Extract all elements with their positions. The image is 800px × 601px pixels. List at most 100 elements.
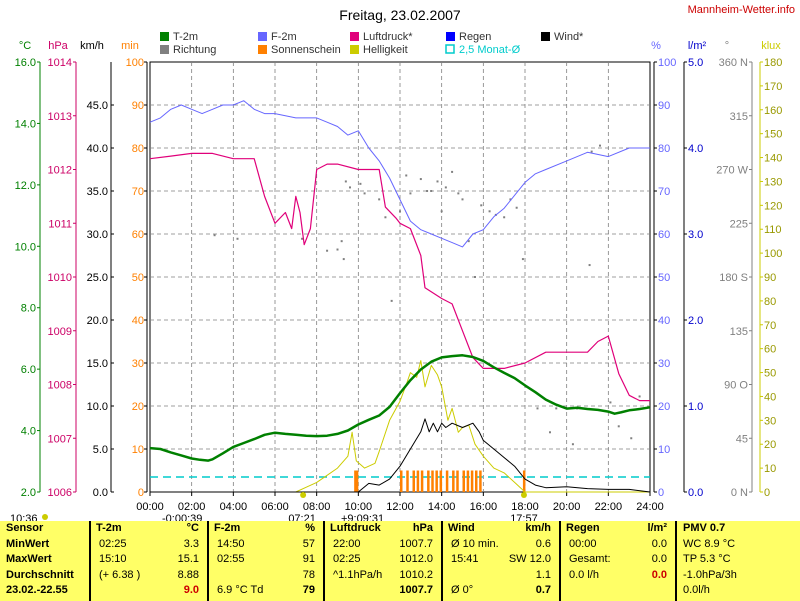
sunshine-bar: [416, 470, 420, 492]
pressure-min-time: 22:00: [333, 537, 361, 550]
wind-max-value: SW 12.0: [508, 553, 551, 565]
rain-tick-label: 1.0: [688, 401, 703, 413]
sunset-marker: [520, 492, 527, 498]
humidity-tick-label: 30: [658, 358, 670, 370]
direction-dot: [451, 170, 454, 173]
sunshine-bar: [470, 470, 474, 492]
humidity-tick-label: 100: [658, 57, 676, 69]
x-tick-label: 12:00: [386, 501, 414, 513]
rain-tick-label: 5.0: [688, 57, 703, 69]
x-tick-label: 16:00: [470, 501, 498, 513]
temp-min-time: 02:25: [99, 537, 127, 550]
sunshine-bar: [420, 470, 424, 492]
sunshine-bar: [479, 470, 482, 492]
direction-dot: [480, 204, 483, 207]
wind-tick-label: 30.0: [87, 229, 108, 241]
sunshine-bar: [522, 470, 526, 492]
rain-total-value: 0.0: [651, 553, 667, 565]
pmv-column: PMV 0.7 WC 8.9 °C TP 5.3 °C -1.0hPa/3h 0…: [677, 521, 800, 601]
direction-dot: [426, 190, 429, 192]
x-tick-label: 18:00: [511, 501, 539, 513]
axis-header: l/m²: [688, 40, 707, 52]
legend-label: Richtung: [173, 44, 216, 56]
rain-current-value: 0.0: [651, 568, 667, 581]
axis-header: km/h: [80, 40, 104, 52]
brightness-tick-label: 30: [764, 415, 776, 427]
row-label-min: MinWert: [6, 537, 50, 550]
humidity-line: [149, 100, 650, 248]
wind-line: [150, 418, 651, 493]
x-tick-label: 08:00: [303, 501, 331, 513]
sun-tick-label: 10: [132, 444, 144, 456]
brightness-tick-label: 60: [764, 344, 776, 356]
temp-tick-label: 14.0: [15, 118, 36, 130]
wind-tick-label: 15.0: [87, 358, 108, 370]
direction-dot: [440, 210, 443, 213]
temp-avg-value: 8.88: [177, 568, 199, 581]
direction-dot: [509, 198, 512, 201]
temp-header: T-2m: [96, 522, 122, 534]
wind-tick-label: 0.0: [93, 487, 108, 499]
humidity-max-value: 91: [302, 553, 315, 565]
direction-dot: [349, 186, 351, 189]
direction-dot: [549, 431, 551, 434]
sunshine-bar: [412, 470, 415, 492]
brightness-tick-label: 110: [764, 224, 782, 236]
temp-tick-label: 16.0: [15, 57, 36, 69]
sun-tick-label: 70: [132, 186, 144, 198]
sun-tick-label: 100: [126, 57, 144, 69]
wind-tick-label: 40.0: [87, 143, 108, 155]
sun-tick-label: 50: [132, 272, 144, 284]
direction-tick-label: 225: [730, 218, 748, 230]
sunshine-bar: [400, 470, 403, 492]
brightness-tick-label: 70: [764, 320, 776, 332]
direction-tick-label: 360 N: [719, 57, 748, 69]
direction-dot: [474, 276, 476, 278]
wind-tick-label: 35.0: [87, 186, 108, 198]
humidity-tick-label: 80: [658, 143, 670, 155]
temp-delta: (+ 6.38 ): [99, 568, 141, 581]
humidity-tick-label: 50: [658, 272, 670, 284]
direction-dot: [436, 180, 439, 183]
direction-dot: [336, 248, 339, 251]
rain-tick-label: 4.0: [688, 143, 703, 155]
direction-tick-label: 180 S: [719, 272, 748, 284]
axis-header: %: [651, 40, 661, 52]
sunshine-bar: [462, 470, 465, 492]
legend-label: Wind*: [554, 31, 584, 43]
direction-dot: [503, 216, 506, 219]
wind-daily-avg: 1.1: [535, 568, 551, 581]
x-tick-label: 10:00: [345, 501, 373, 513]
direction-dot: [536, 407, 539, 410]
wind-header: Wind: [448, 522, 475, 534]
wind-avg-label: Ø 10 min.: [451, 537, 499, 550]
brightness-tick-label: 80: [764, 296, 776, 308]
wind-current-value: 0.7: [535, 584, 551, 596]
rain-header: Regen: [566, 522, 600, 534]
wind-tick-label: 45.0: [87, 100, 108, 112]
rain-time: 00:00: [569, 537, 597, 550]
legend-swatch: [160, 32, 169, 41]
direction-dot: [236, 237, 239, 240]
rain-total-label: Gesamt:: [569, 553, 611, 565]
direction-dot: [363, 192, 366, 195]
sunshine-bar: [452, 470, 455, 492]
brightness-tick-label: 50: [764, 368, 776, 380]
legend-label: T-2m: [173, 31, 198, 43]
direction-dot: [590, 150, 593, 153]
direction-dot: [301, 237, 304, 240]
sensor-column: Sensor MinWert MaxWert Durchschnitt 23.0…: [0, 521, 91, 601]
legend-swatch: [350, 45, 359, 54]
pressure-tick-label: 1009: [48, 326, 72, 338]
direction-tick-label: 315: [730, 111, 748, 123]
direction-dot: [588, 264, 591, 267]
direction-dot: [342, 258, 345, 261]
wind-unit: km/h: [525, 522, 551, 534]
legend-swatch: [350, 32, 359, 41]
pressure-current-value: 1007.7: [399, 584, 433, 596]
pmv-header: PMV 0.7: [683, 522, 726, 534]
sunshine-bar: [445, 470, 449, 492]
sun-tick-label: 60: [132, 229, 144, 241]
legend-swatch: [160, 45, 169, 54]
temp-tick-label: 4.0: [21, 426, 36, 438]
